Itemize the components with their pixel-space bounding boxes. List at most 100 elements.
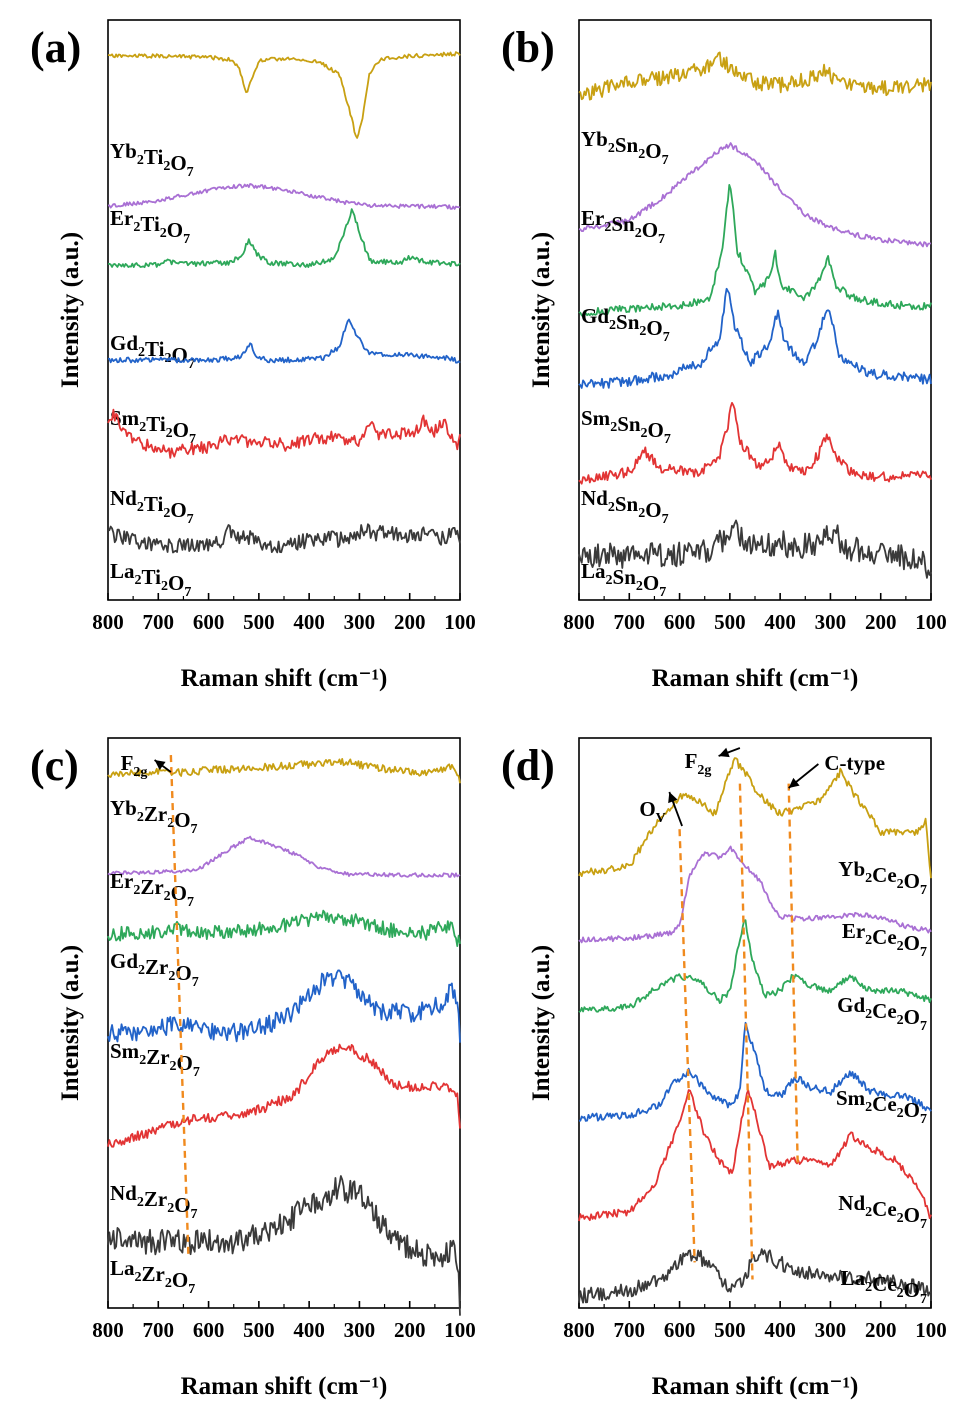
x-tick-label: 500 xyxy=(243,1318,275,1342)
x-tick-label: 800 xyxy=(92,1318,124,1342)
series-label: Sm2Zr2O7 xyxy=(110,1039,200,1080)
series-line xyxy=(578,1248,932,1304)
x-tick-label: 400 xyxy=(764,1318,796,1342)
series-line xyxy=(578,401,932,485)
panel-label: (c) xyxy=(30,741,79,790)
x-tick-label: 200 xyxy=(865,610,897,634)
y-axis-title: Intensity (a.u.) xyxy=(57,945,84,1101)
annotation-label: C-type xyxy=(824,751,885,775)
series-label: Er2Sn2O7 xyxy=(581,206,665,247)
series-label: Gd2Zr2O7 xyxy=(110,949,199,990)
x-tick-label: 100 xyxy=(915,610,947,634)
x-tick-label: 200 xyxy=(394,1318,426,1342)
plot-frame xyxy=(578,737,932,1309)
panel-d: (d) 800 700 600 500 400 300 200 100 Raman shift (… xyxy=(501,737,947,1400)
x-tick-label: 600 xyxy=(193,610,225,634)
series-label: Gd2Ti2O7 xyxy=(110,331,195,372)
x-tick-label: 700 xyxy=(614,610,646,634)
annotation-arrow-head xyxy=(788,777,800,788)
annotation-label: OV xyxy=(639,797,665,826)
annotation-arrow-head xyxy=(668,792,678,804)
panel-label: (a) xyxy=(30,23,81,72)
x-tick-label: 100 xyxy=(444,1318,476,1342)
panel-b: (b) 800 700 600 500 400 300 200 100 Raman shift (… xyxy=(501,19,947,692)
series-label: Sm2Ti2O7 xyxy=(110,406,196,447)
series-label: Sm2Ce2O7 xyxy=(836,1086,927,1127)
x-tick-label: 200 xyxy=(865,1318,897,1342)
series-line xyxy=(107,183,461,210)
series-line xyxy=(107,523,461,554)
series-label: Yb2Ce2O7 xyxy=(838,857,927,898)
series-label: Nd2Zr2O7 xyxy=(110,1181,198,1222)
guide-line xyxy=(787,783,799,1166)
x-axis-title: Raman shift (cm⁻¹) xyxy=(652,1373,859,1400)
series-line xyxy=(107,1043,461,1148)
series-label: Sm2Sn2O7 xyxy=(581,406,671,447)
series-label: Nd2Ti2O7 xyxy=(110,486,194,527)
series-line xyxy=(578,919,932,1013)
y-axis-title: Intensity (a.u.) xyxy=(528,945,555,1101)
x-axis-title: Raman shift (cm⁻¹) xyxy=(652,665,859,692)
x-tick-label: 100 xyxy=(444,610,476,634)
y-axis-title: Intensity (a.u.) xyxy=(528,232,555,388)
series-line xyxy=(107,1175,461,1316)
series-line xyxy=(578,519,932,579)
series-label: Nd2Sn2O7 xyxy=(581,486,669,527)
x-tick-label: 800 xyxy=(92,610,124,634)
annotation-label: F2g xyxy=(685,749,712,778)
x-axis-title: Raman shift (cm⁻¹) xyxy=(181,665,388,692)
series-line xyxy=(578,1089,932,1222)
series-label: Er2Ti2O7 xyxy=(110,206,190,247)
series-label: Yb2Zr2O7 xyxy=(110,796,198,837)
x-tick-label: 200 xyxy=(394,610,426,634)
annotation-arrow-head xyxy=(718,747,730,758)
annotation-label: F2g xyxy=(121,751,148,780)
x-tick-label: 700 xyxy=(143,1318,175,1342)
panel-c: (c) 800 700 600 500 400 300 200 100 Raman shift (… xyxy=(30,737,476,1400)
series-line xyxy=(578,51,932,101)
series-line xyxy=(578,142,932,248)
series-label: La2Ti2O7 xyxy=(110,559,191,600)
series-line xyxy=(578,1021,932,1122)
series-label: Nd2Ce2O7 xyxy=(838,1191,927,1232)
series-line xyxy=(107,208,461,269)
y-axis-title: Intensity (a.u.) xyxy=(57,232,84,388)
panel-label: (b) xyxy=(501,23,555,72)
series-line xyxy=(578,183,932,318)
panel-label: (d) xyxy=(501,741,555,790)
series-label: Er2Zr2O7 xyxy=(110,869,194,910)
series-label: La2Sn2O7 xyxy=(581,559,666,600)
x-tick-label: 400 xyxy=(764,610,796,634)
guide-line xyxy=(738,783,754,1280)
x-tick-label: 400 xyxy=(293,610,325,634)
x-tick-label: 300 xyxy=(815,1318,847,1342)
series-line xyxy=(107,51,461,139)
x-tick-label: 300 xyxy=(815,610,847,634)
series-label: La2Ce2O7 xyxy=(841,1266,927,1307)
x-tick-label: 300 xyxy=(344,610,376,634)
x-tick-label: 600 xyxy=(664,1318,696,1342)
x-tick-label: 500 xyxy=(243,610,275,634)
x-tick-label: 800 xyxy=(563,1318,595,1342)
series-line xyxy=(578,287,932,389)
x-tick-label: 300 xyxy=(344,1318,376,1342)
x-tick-label: 700 xyxy=(143,610,175,634)
x-tick-label: 500 xyxy=(714,610,746,634)
x-tick-label: 600 xyxy=(664,610,696,634)
guide-line xyxy=(678,829,696,1263)
series-line xyxy=(107,835,461,878)
series-label: La2Zr2O7 xyxy=(110,1256,195,1297)
x-tick-label: 500 xyxy=(714,1318,746,1342)
panel-a: (a) 800 700 600 500 400 300 200 100 Raman shift (… xyxy=(30,19,476,692)
series-label: Gd2Sn2O7 xyxy=(581,304,670,345)
x-tick-label: 700 xyxy=(614,1318,646,1342)
series-line xyxy=(107,969,461,1043)
x-tick-label: 600 xyxy=(193,1318,225,1342)
series-line xyxy=(578,757,932,879)
x-axis-title: Raman shift (cm⁻¹) xyxy=(181,1373,388,1400)
series-line xyxy=(578,845,932,944)
x-tick-label: 100 xyxy=(915,1318,947,1342)
series-label: Gd2Ce2O7 xyxy=(837,993,927,1034)
x-tick-label: 800 xyxy=(563,610,595,634)
